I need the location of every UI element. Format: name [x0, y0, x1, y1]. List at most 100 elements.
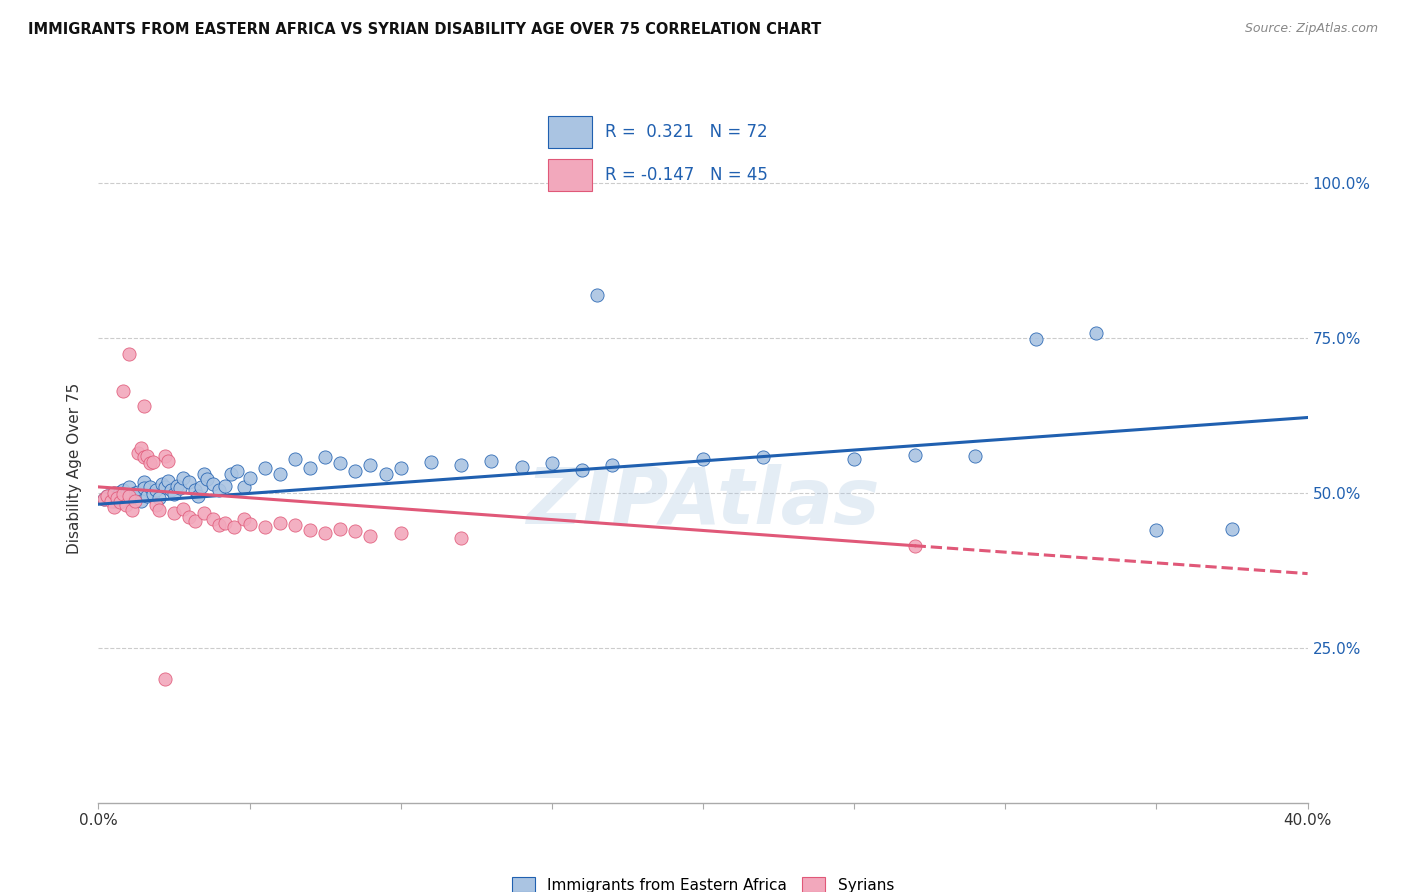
- Point: [253, 461, 276, 475]
- Text: R = -0.147   N = 45: R = -0.147 N = 45: [605, 167, 768, 185]
- Point: [132, 475, 155, 489]
- Point: [193, 506, 215, 520]
- Point: [965, 449, 987, 463]
- Point: [142, 487, 165, 501]
- Point: [103, 486, 125, 500]
- Point: [142, 455, 165, 469]
- Point: [844, 452, 866, 467]
- Point: [100, 493, 122, 508]
- Point: [145, 483, 167, 497]
- Point: [344, 524, 367, 539]
- Point: [904, 448, 927, 462]
- Point: [299, 461, 322, 475]
- Point: [135, 489, 157, 503]
- Point: [156, 454, 179, 468]
- Point: [108, 484, 131, 499]
- Point: [389, 461, 412, 475]
- Point: [135, 449, 157, 463]
- Point: [108, 493, 131, 508]
- Point: [124, 493, 146, 508]
- Point: [166, 478, 188, 492]
- Point: [163, 487, 186, 501]
- Point: [103, 500, 125, 514]
- Point: [111, 384, 134, 398]
- Point: [148, 491, 170, 505]
- Point: [224, 520, 246, 534]
- Point: [111, 489, 134, 503]
- Point: [118, 491, 141, 505]
- Point: [374, 467, 396, 482]
- Point: [108, 495, 131, 509]
- Point: [602, 458, 624, 473]
- Point: [299, 523, 322, 537]
- Point: [172, 501, 194, 516]
- Point: [121, 489, 143, 503]
- Point: [184, 514, 207, 528]
- Point: [103, 493, 125, 508]
- Point: [202, 512, 225, 526]
- Text: Source: ZipAtlas.com: Source: ZipAtlas.com: [1244, 22, 1378, 36]
- Point: [752, 450, 775, 465]
- Point: [148, 503, 170, 517]
- Point: [360, 529, 382, 543]
- Point: [150, 476, 173, 491]
- Point: [121, 503, 143, 517]
- Point: [124, 486, 146, 500]
- Point: [389, 526, 412, 541]
- Text: R =  0.321   N = 72: R = 0.321 N = 72: [605, 123, 768, 141]
- Point: [1024, 333, 1046, 347]
- Point: [232, 480, 254, 494]
- Point: [221, 467, 243, 482]
- FancyBboxPatch shape: [548, 160, 592, 191]
- Point: [179, 475, 201, 489]
- Point: [214, 478, 236, 492]
- Point: [344, 464, 367, 478]
- Point: [111, 483, 134, 497]
- Point: [114, 499, 136, 513]
- Point: [540, 456, 562, 470]
- Point: [105, 491, 128, 505]
- Point: [481, 454, 503, 468]
- Point: [450, 531, 472, 545]
- Point: [269, 467, 291, 482]
- Point: [132, 481, 155, 495]
- Point: [193, 467, 215, 482]
- Point: [93, 492, 115, 507]
- Point: [226, 464, 249, 478]
- Point: [510, 460, 533, 475]
- Point: [169, 481, 191, 495]
- Point: [132, 450, 155, 465]
- Point: [129, 493, 152, 508]
- Point: [114, 487, 136, 501]
- Point: [127, 446, 149, 460]
- Point: [118, 347, 141, 361]
- Point: [179, 509, 201, 524]
- Y-axis label: Disability Age Over 75: Disability Age Over 75: [67, 383, 83, 554]
- Point: [692, 452, 714, 467]
- Point: [172, 470, 194, 484]
- Point: [360, 458, 382, 473]
- Point: [314, 450, 336, 465]
- Point: [111, 487, 134, 501]
- Point: [96, 489, 118, 503]
- Point: [329, 522, 352, 536]
- Point: [127, 484, 149, 499]
- Point: [153, 449, 176, 463]
- Point: [160, 483, 183, 497]
- Point: [153, 672, 176, 686]
- Point: [139, 480, 162, 494]
- Point: [1220, 522, 1243, 536]
- Point: [208, 483, 231, 497]
- Point: [1085, 326, 1108, 341]
- Point: [184, 483, 207, 497]
- Point: [269, 516, 291, 530]
- Point: [118, 489, 141, 503]
- Point: [153, 480, 176, 494]
- Point: [904, 539, 927, 553]
- Point: [329, 456, 352, 470]
- Point: [163, 506, 186, 520]
- Point: [586, 288, 609, 302]
- Point: [156, 474, 179, 488]
- Point: [100, 491, 122, 505]
- Text: ZIPAtlas: ZIPAtlas: [526, 464, 880, 540]
